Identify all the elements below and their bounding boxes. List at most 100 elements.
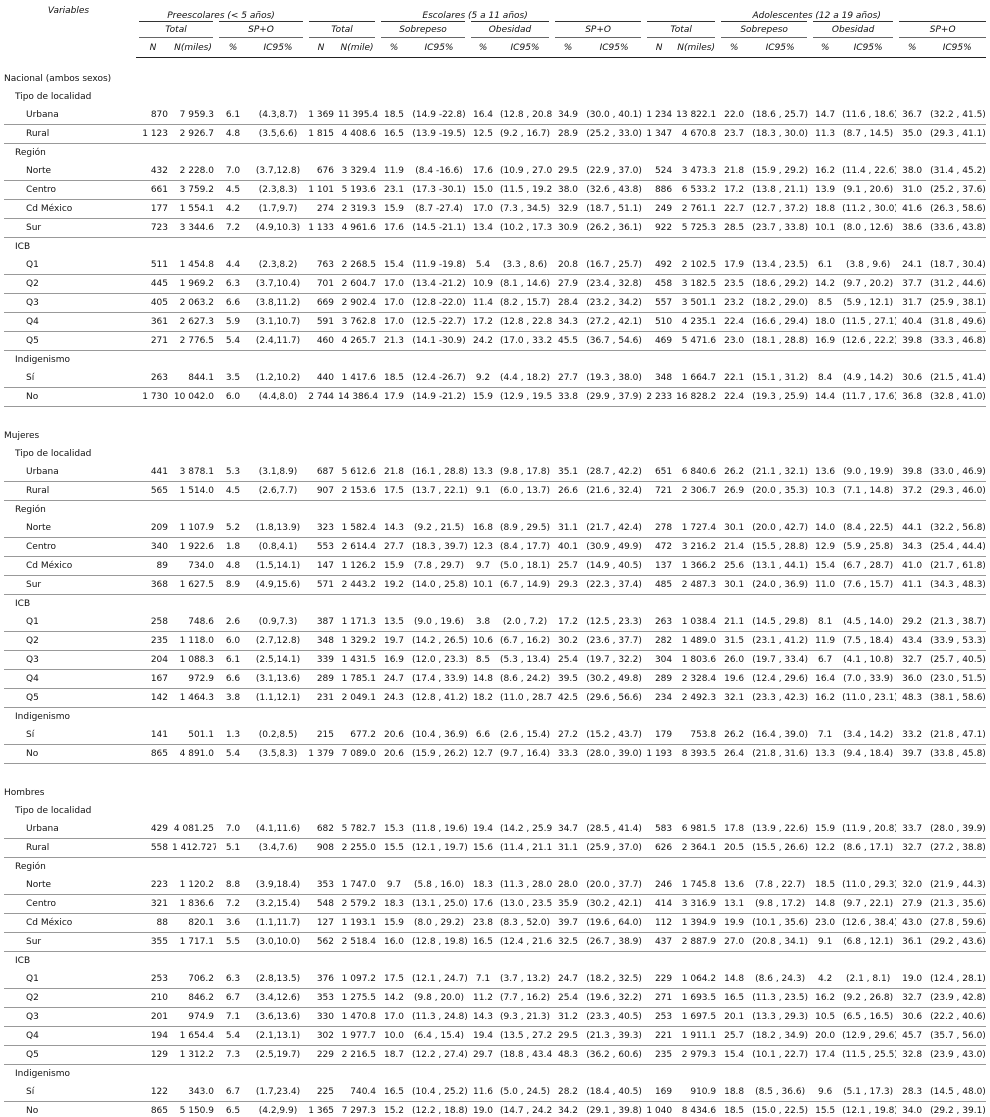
cell: (12.8 , 41.2) bbox=[410, 688, 469, 708]
cell: 23.1 bbox=[378, 180, 411, 200]
cell: 271 bbox=[644, 988, 675, 1008]
cell: (3.8 , 9.6) bbox=[840, 256, 897, 275]
row-label: Centro bbox=[4, 894, 136, 914]
cell: 246 bbox=[644, 876, 675, 895]
cell: 18.7 bbox=[378, 1045, 411, 1065]
cell: 26.9 bbox=[718, 481, 751, 501]
cell: (3.9,18.4) bbox=[250, 876, 307, 895]
cell: 3 182.5 bbox=[674, 274, 719, 294]
cell: 1 582.4 bbox=[336, 519, 379, 538]
section-title: Nacional (ambos sexos) bbox=[4, 74, 112, 84]
cell: 361 bbox=[136, 312, 170, 332]
cell: 1 664.7 bbox=[674, 369, 719, 388]
cell: 30.6 bbox=[896, 1007, 929, 1027]
cell: 18.5 bbox=[810, 876, 841, 895]
cell: 11.3 bbox=[810, 124, 841, 144]
cell: 651 bbox=[644, 463, 675, 482]
cell: 33.2 bbox=[896, 726, 929, 745]
cell: 16.9 bbox=[810, 331, 841, 351]
cell: (23.6 , 37.7) bbox=[584, 631, 645, 651]
cell: 6.6 bbox=[216, 293, 250, 313]
cell: 15.9 bbox=[468, 387, 499, 407]
row-label: Q4 bbox=[4, 1026, 136, 1046]
cell: 32.7 bbox=[896, 838, 929, 858]
cell: (21.8 , 31.6) bbox=[750, 744, 811, 764]
cell: (12.9 , 19.5) bbox=[498, 387, 553, 407]
cell: 501.1 bbox=[170, 726, 216, 745]
cell: 676 bbox=[306, 162, 337, 181]
cell: 194 bbox=[136, 1026, 170, 1046]
cell: (15.9 , 26.2) bbox=[410, 744, 469, 764]
data-row: Q2 210 846.2 6.7 (3.4,12.6) 353 1 275.5 14.2 (9.… bbox=[4, 988, 987, 1008]
cell: 26.2 bbox=[718, 463, 751, 482]
cell: 16.2 bbox=[810, 988, 841, 1008]
cell: 1 836.6 bbox=[170, 894, 216, 914]
cell: 221 bbox=[644, 1026, 675, 1046]
cell: 1 123 bbox=[136, 124, 170, 144]
cell: 36.1 bbox=[896, 932, 929, 952]
data-row: Urbana 870 7 959.3 6.1 (4.3,8.7) 1 369 11 395.… bbox=[4, 106, 987, 125]
cell: 13 822.1 bbox=[674, 106, 719, 125]
data-row: Q5 129 1 312.2 7.3 (2.5,19.7) 229 2 216.5 18.7(… bbox=[4, 1045, 987, 1065]
cell: 1 097.2 bbox=[336, 970, 379, 989]
cell: (3.3 , 8.6) bbox=[498, 256, 553, 275]
cell: 1 803.6 bbox=[674, 650, 719, 670]
cell: 972.9 bbox=[170, 669, 216, 689]
cell: 7.0 bbox=[216, 162, 250, 181]
cell: (20.0 , 35.3) bbox=[750, 481, 811, 501]
cell: 17.9 bbox=[378, 387, 411, 407]
cell: 19.4 bbox=[468, 820, 499, 839]
data-row: Q4 167 972.9 6.6 (3.1,13.6) 289 1 785.1 24.7 (17… bbox=[4, 669, 987, 689]
cell: (28.0 , 39.0) bbox=[584, 744, 645, 764]
cell: 5.4 bbox=[468, 256, 499, 275]
cell: (7.1 , 14.8) bbox=[840, 481, 897, 501]
cell: 2 492.3 bbox=[674, 688, 719, 708]
cell: 15.9 bbox=[378, 556, 411, 576]
cell: 253 bbox=[136, 970, 170, 989]
cell: 29.7 bbox=[468, 1045, 499, 1065]
cell: (3.4,7.6) bbox=[250, 838, 307, 858]
cell: 17.0 bbox=[378, 274, 411, 294]
cell: 6.3 bbox=[216, 970, 250, 989]
cell: 348 bbox=[306, 631, 337, 651]
row-label: Q5 bbox=[4, 331, 136, 351]
cell: 2 744 bbox=[306, 387, 337, 407]
cell: (32.8 , 41.0) bbox=[928, 387, 987, 407]
cell: 19.0 bbox=[468, 1101, 499, 1117]
cell: 25.4 bbox=[552, 650, 585, 670]
cell: 1 730 bbox=[136, 387, 170, 407]
cell: (13.5 , 27.2) bbox=[498, 1026, 553, 1046]
cell: 440 bbox=[306, 369, 337, 388]
cell: 14.4 bbox=[810, 387, 841, 407]
row-label: Q1 bbox=[4, 256, 136, 275]
cell: 41.0 bbox=[896, 556, 929, 576]
cell: (14.5 -21.1) bbox=[410, 218, 469, 238]
row-label: Rural bbox=[4, 124, 136, 144]
cell: (26.3 , 58.6) bbox=[928, 199, 987, 219]
cell: (32.2 , 56.8) bbox=[928, 519, 987, 538]
data-row: Q3 405 2 063.2 6.6 (3.8,11.2) 669 2 902.4 17.0(… bbox=[4, 293, 987, 313]
cell: 2 102.5 bbox=[674, 256, 719, 275]
cell: (28.0 , 39.9) bbox=[928, 820, 987, 839]
cell: 553 bbox=[306, 537, 337, 557]
cell: 1 489.0 bbox=[674, 631, 719, 651]
cell: (14.9 , 40.5) bbox=[584, 556, 645, 576]
cell: (11.4 , 21.1) bbox=[498, 838, 553, 858]
cell: 748.6 bbox=[170, 613, 216, 632]
cell: (1.7,9.7) bbox=[250, 199, 307, 219]
cell: 30.1 bbox=[718, 519, 751, 538]
cell: 169 bbox=[644, 1083, 675, 1102]
cell: 15.4 bbox=[718, 1045, 751, 1065]
data-row: No 1 730 10 042.0 6.0 (4.4,8.0) 2 744 14 386.4… bbox=[4, 387, 987, 407]
cell: 234 bbox=[644, 688, 675, 708]
cell: 353 bbox=[306, 876, 337, 895]
cell: (10.2 , 17.3) bbox=[498, 218, 553, 238]
cell: (21.3 , 35.6) bbox=[928, 894, 987, 914]
cell: 167 bbox=[136, 669, 170, 689]
cell: (8.1 , 14.6) bbox=[498, 274, 553, 294]
column-header: N bbox=[306, 37, 337, 58]
cell: 15.4 bbox=[810, 556, 841, 576]
data-row: Sí 263 844.1 3.5 (1.2,10.2) 440 1 417.6 18.5 (12… bbox=[4, 369, 987, 388]
cell: 1 470.8 bbox=[336, 1007, 379, 1027]
